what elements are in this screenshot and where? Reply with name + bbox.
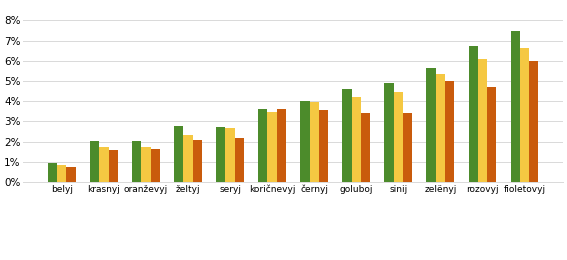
Bar bbox=[174, 126, 183, 182]
Bar bbox=[132, 141, 141, 182]
Bar bbox=[426, 68, 435, 182]
Bar bbox=[48, 163, 57, 182]
Bar bbox=[529, 61, 538, 182]
Bar bbox=[478, 59, 487, 182]
Bar bbox=[277, 109, 286, 182]
Bar bbox=[268, 112, 277, 182]
Bar bbox=[445, 81, 454, 182]
Bar bbox=[487, 87, 496, 182]
Bar bbox=[235, 138, 244, 182]
Bar bbox=[216, 127, 226, 182]
Bar bbox=[510, 31, 520, 182]
Bar bbox=[352, 97, 361, 182]
Bar bbox=[361, 113, 370, 182]
Bar bbox=[468, 46, 478, 182]
Bar bbox=[384, 83, 393, 182]
Bar bbox=[108, 150, 118, 182]
Bar bbox=[435, 75, 445, 182]
Legend: Beginner, Intermediate, Advanced: Beginner, Intermediate, Advanced bbox=[164, 255, 422, 260]
Bar bbox=[141, 147, 151, 182]
Bar bbox=[520, 48, 529, 182]
Bar bbox=[90, 141, 99, 182]
Bar bbox=[151, 149, 160, 182]
Bar bbox=[393, 92, 403, 182]
Bar bbox=[226, 128, 235, 182]
Bar bbox=[99, 147, 108, 182]
Bar bbox=[319, 110, 328, 182]
Bar bbox=[342, 89, 352, 182]
Bar bbox=[310, 102, 319, 182]
Bar bbox=[258, 109, 268, 182]
Bar bbox=[57, 165, 66, 182]
Bar bbox=[301, 101, 310, 182]
Bar bbox=[403, 113, 412, 182]
Bar bbox=[193, 140, 202, 182]
Bar bbox=[66, 167, 76, 182]
Bar bbox=[183, 134, 193, 182]
